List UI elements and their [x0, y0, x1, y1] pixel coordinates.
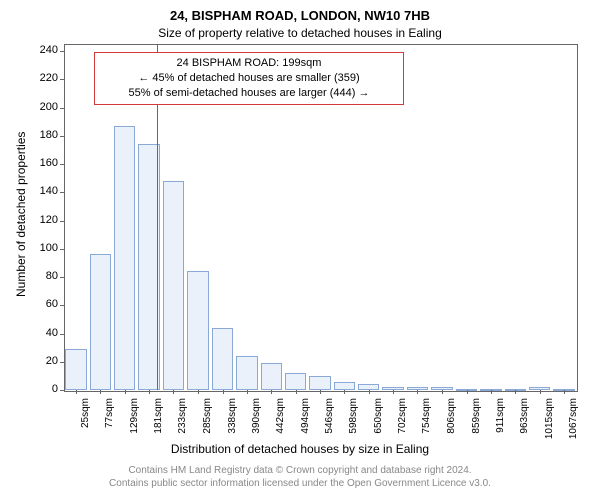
xtick-label: 129sqm [129, 398, 140, 448]
histogram-bar [261, 363, 283, 390]
xtick-mark [149, 390, 150, 394]
xtick-mark [515, 390, 516, 394]
ytick-label: 180 [30, 129, 58, 141]
xtick-mark [540, 390, 541, 394]
ytick-mark [60, 390, 64, 391]
xtick-mark [223, 390, 224, 394]
ytick-label: 220 [30, 72, 58, 84]
xtick-label: 25sqm [80, 398, 91, 448]
xtick-label: 1015sqm [544, 398, 555, 448]
xtick-label: 1067sqm [568, 398, 579, 448]
title-line1: 24, BISPHAM ROAD, LONDON, NW10 7HB [0, 8, 600, 23]
xtick-mark [369, 390, 370, 394]
ytick-mark [60, 305, 64, 306]
ytick-label: 160 [30, 157, 58, 169]
xtick-label: 546sqm [324, 398, 335, 448]
title-line2: Size of property relative to detached ho… [0, 26, 600, 40]
x-axis-label: Distribution of detached houses by size … [0, 442, 600, 456]
xtick-mark [198, 390, 199, 394]
xtick-mark [100, 390, 101, 394]
xtick-label: 963sqm [519, 398, 530, 448]
xtick-mark [393, 390, 394, 394]
ytick-mark [60, 334, 64, 335]
xtick-label: 806sqm [446, 398, 457, 448]
xtick-mark [344, 390, 345, 394]
xtick-mark [125, 390, 126, 394]
xtick-label: 442sqm [275, 398, 286, 448]
xtick-mark [564, 390, 565, 394]
xtick-label: 77sqm [104, 398, 115, 448]
xtick-mark [442, 390, 443, 394]
xtick-mark [320, 390, 321, 394]
xtick-mark [491, 390, 492, 394]
histogram-bar [212, 328, 234, 390]
histogram-bar [285, 373, 307, 390]
xtick-label: 598sqm [348, 398, 359, 448]
ytick-mark [60, 362, 64, 363]
xtick-label: 859sqm [471, 398, 482, 448]
annotation-line1: 24 BISPHAM ROAD: 199sqm [101, 56, 397, 71]
xtick-label: 233sqm [177, 398, 188, 448]
y-axis-label: Number of detached properties [14, 132, 28, 297]
annotation-line3: 55% of semi-detached houses are larger (… [101, 86, 397, 101]
ytick-mark [60, 221, 64, 222]
xtick-label: 702sqm [397, 398, 408, 448]
ytick-mark [60, 164, 64, 165]
xtick-mark [467, 390, 468, 394]
xtick-label: 338sqm [227, 398, 238, 448]
xtick-mark [247, 390, 248, 394]
xtick-mark [296, 390, 297, 394]
xtick-label: 285sqm [202, 398, 213, 448]
ytick-label: 0 [30, 383, 58, 395]
ytick-label: 80 [30, 270, 58, 282]
ytick-mark [60, 79, 64, 80]
histogram-bar [114, 126, 136, 390]
xtick-label: 494sqm [300, 398, 311, 448]
histogram-bar [236, 356, 258, 390]
ytick-label: 140 [30, 185, 58, 197]
ytick-label: 240 [30, 44, 58, 56]
ytick-label: 120 [30, 214, 58, 226]
ytick-label: 20 [30, 355, 58, 367]
histogram-bar [90, 254, 112, 390]
annotation-line2: ← 45% of detached houses are smaller (35… [101, 71, 397, 86]
xtick-label: 650sqm [373, 398, 384, 448]
ytick-mark [60, 51, 64, 52]
ytick-label: 100 [30, 242, 58, 254]
ytick-label: 40 [30, 327, 58, 339]
ytick-mark [60, 108, 64, 109]
footer-line2: Contains public sector information licen… [0, 477, 600, 490]
histogram-bar [65, 349, 87, 390]
xtick-label: 754sqm [421, 398, 432, 448]
xtick-mark [76, 390, 77, 394]
xtick-mark [173, 390, 174, 394]
xtick-mark [417, 390, 418, 394]
xtick-label: 181sqm [153, 398, 164, 448]
ytick-label: 200 [30, 101, 58, 113]
xtick-label: 911sqm [495, 398, 506, 448]
xtick-mark [271, 390, 272, 394]
xtick-label: 390sqm [251, 398, 262, 448]
ytick-mark [60, 249, 64, 250]
ytick-label: 60 [30, 298, 58, 310]
annotation-box: 24 BISPHAM ROAD: 199sqm← 45% of detached… [94, 52, 404, 105]
histogram-bar [334, 382, 356, 390]
histogram-bar [163, 181, 185, 390]
ytick-mark [60, 136, 64, 137]
footer-line1: Contains HM Land Registry data © Crown c… [0, 464, 600, 477]
ytick-mark [60, 277, 64, 278]
histogram-bar [309, 376, 331, 390]
histogram-bar [187, 271, 209, 390]
ytick-mark [60, 192, 64, 193]
